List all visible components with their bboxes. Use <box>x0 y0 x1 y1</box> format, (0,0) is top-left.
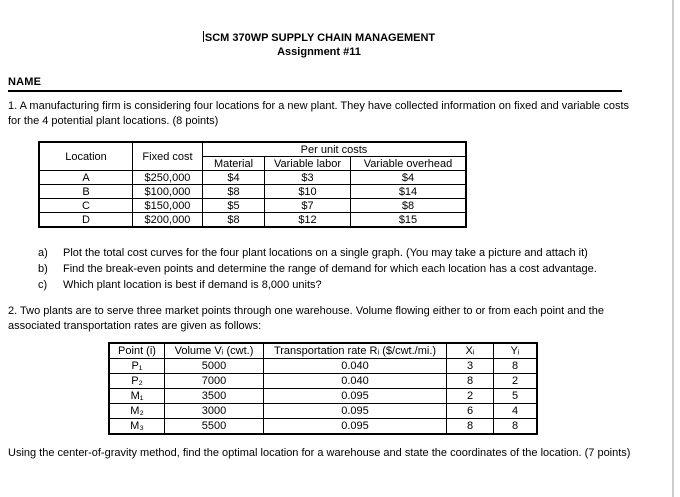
cell-location: D <box>38 212 133 228</box>
cell-rate: 0.040 <box>263 373 447 389</box>
cell-volume: 3000 <box>164 403 264 419</box>
table-row: C $150,000 $5 $7 $8 <box>38 198 467 213</box>
cell-material: $8 <box>202 212 265 228</box>
header-point: Point (i) <box>108 342 165 359</box>
question1-subparts: a) Plot the total cost curves for the fo… <box>38 245 680 293</box>
header-transportation-rate: Transportation rate Rᵢ ($/cwt./mi.) <box>263 342 447 359</box>
cell-rate: 0.095 <box>263 403 447 419</box>
question1-intro: 1. A manufacturing firm is considering f… <box>8 100 630 127</box>
document-title-line: SCM 370WP SUPPLY CHAIN MANAGEMENT <box>8 31 630 45</box>
subpart-b: b) Find the break-even points and determ… <box>38 261 680 277</box>
table-row: M₃ 5500 0.095 8 8 <box>108 418 538 435</box>
cell-point: P₁ <box>108 358 165 374</box>
header-y-coordinate: Yᵢ <box>493 342 538 359</box>
cell-y: 8 <box>493 418 538 435</box>
subpart-label: b) <box>38 263 48 275</box>
header-material: Material <box>202 156 265 171</box>
name-field-label: NAME <box>8 76 622 92</box>
header-location: Location <box>38 141 133 171</box>
cell-volume: 5500 <box>164 418 264 435</box>
table-header-row: Point (i) Volume Vᵢ (cwt.) Transportatio… <box>108 342 538 359</box>
cell-material: $8 <box>202 184 265 199</box>
cell-x: 8 <box>446 373 494 389</box>
table-header-row: Location Fixed cost Per unit costs <box>38 141 467 171</box>
cell-x: 6 <box>446 403 494 419</box>
subpart-text: Which plant location is best if demand i… <box>63 279 322 291</box>
cell-variable-overhead: $15 <box>350 212 467 228</box>
subpart-text: Find the break-even points and determine… <box>63 263 597 275</box>
table-row: P₂ 7000 0.040 8 2 <box>108 373 538 389</box>
cell-location: C <box>38 198 133 213</box>
transportation-table: Point (i) Volume Vᵢ (cwt.) Transportatio… <box>108 342 538 435</box>
table-row: B $100,000 $8 $10 $14 <box>38 184 467 199</box>
cell-point: M₁ <box>108 388 165 404</box>
document-subtitle: Assignment #11 <box>277 46 361 58</box>
cell-fixed-cost: $100,000 <box>132 184 203 199</box>
question2-intro: 2. Two plants are to serve three market … <box>8 305 604 332</box>
question2-closing: Using the center-of-gravity method, find… <box>8 447 631 459</box>
document-header: SCM 370WP SUPPLY CHAIN MANAGEMENT Assign… <box>8 31 630 59</box>
cell-y: 4 <box>493 403 538 419</box>
cell-fixed-cost: $250,000 <box>132 170 203 185</box>
assignment-document: SCM 370WP SUPPLY CHAIN MANAGEMENT Assign… <box>8 31 680 459</box>
cell-variable-labor: $12 <box>264 212 351 228</box>
table-row: D $200,000 $8 $12 $15 <box>38 212 467 228</box>
cell-volume: 3500 <box>164 388 264 404</box>
cell-rate: 0.040 <box>263 358 447 374</box>
cell-rate: 0.095 <box>263 418 447 435</box>
cell-y: 2 <box>493 373 538 389</box>
cell-variable-overhead: $4 <box>350 170 467 185</box>
header-volume: Volume Vᵢ (cwt.) <box>164 342 264 359</box>
table-row: A $250,000 $4 $3 $4 <box>38 170 467 185</box>
table-row: M₁ 3500 0.095 2 5 <box>108 388 538 404</box>
subpart-a: a) Plot the total cost curves for the fo… <box>38 245 680 261</box>
header-variable-labor: Variable labor <box>264 156 351 171</box>
cell-rate: 0.095 <box>263 388 447 404</box>
cell-fixed-cost: $200,000 <box>132 212 203 228</box>
table-row: P₁ 5000 0.040 3 8 <box>108 358 538 374</box>
cell-fixed-cost: $150,000 <box>132 198 203 213</box>
cell-point: P₂ <box>108 373 165 389</box>
cell-point: M₂ <box>108 403 165 419</box>
cell-material: $5 <box>202 198 265 213</box>
cell-variable-labor: $3 <box>264 170 351 185</box>
cell-x: 2 <box>446 388 494 404</box>
subpart-label: a) <box>38 247 48 259</box>
subpart-text: Plot the total cost curves for the four … <box>63 247 588 259</box>
cell-variable-labor: $7 <box>264 198 351 213</box>
cell-point: M₃ <box>108 418 165 435</box>
cell-variable-labor: $10 <box>264 184 351 199</box>
cell-volume: 5000 <box>164 358 264 374</box>
header-x-coordinate: Xᵢ <box>446 342 494 359</box>
cell-location: B <box>38 184 133 199</box>
cell-variable-overhead: $8 <box>350 198 467 213</box>
subpart-c: c) Which plant location is best if deman… <box>38 277 680 293</box>
text-cursor-artifact <box>202 31 204 42</box>
header-per-unit-costs: Per unit costs <box>202 141 467 157</box>
cell-y: 5 <box>493 388 538 404</box>
header-fixed-cost: Fixed cost <box>132 141 203 171</box>
plant-costs-table: Location Fixed cost Per unit costs Mater… <box>38 141 467 228</box>
cell-x: 3 <box>446 358 494 374</box>
scan-page-edge <box>672 0 674 497</box>
cell-volume: 7000 <box>164 373 264 389</box>
table-row: M₂ 3000 0.095 6 4 <box>108 403 538 419</box>
header-variable-overhead: Variable overhead <box>350 156 467 171</box>
subpart-label: c) <box>38 279 48 291</box>
cell-variable-overhead: $14 <box>350 184 467 199</box>
cell-y: 8 <box>493 358 538 374</box>
document-title: SCM 370WP SUPPLY CHAIN MANAGEMENT <box>204 32 436 44</box>
cell-material: $4 <box>202 170 265 185</box>
cell-location: A <box>38 170 133 185</box>
cell-x: 8 <box>446 418 494 435</box>
